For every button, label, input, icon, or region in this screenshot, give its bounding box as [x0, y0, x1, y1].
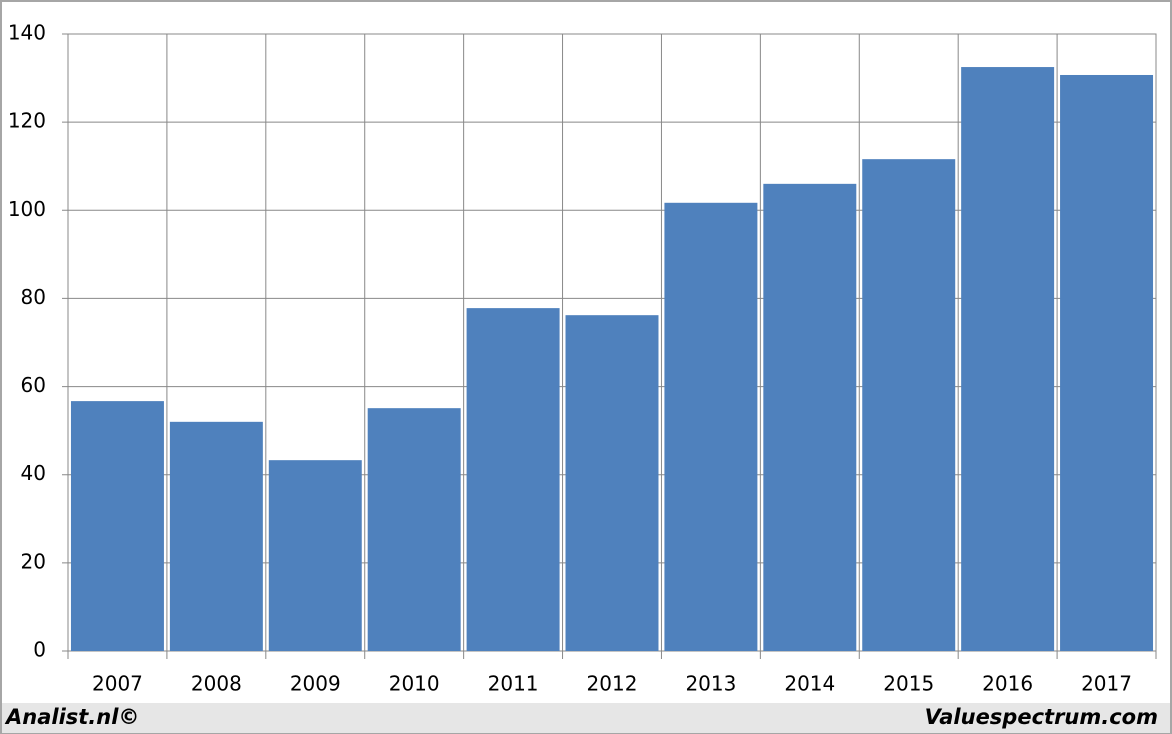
bar [70, 401, 164, 651]
x-tick-label: 2013 [685, 672, 736, 696]
bar [466, 308, 560, 651]
bar [565, 315, 659, 651]
x-tick-label: 2010 [389, 672, 440, 696]
bar [664, 202, 758, 651]
x-tick-label: 2008 [191, 672, 242, 696]
y-tick-label: 140 [8, 21, 46, 45]
x-tick-label: 2009 [290, 672, 341, 696]
y-tick-label: 40 [21, 461, 46, 485]
y-tick-label: 120 [8, 109, 46, 133]
x-tick-label: 2007 [92, 672, 143, 696]
y-tick-label: 20 [21, 549, 46, 573]
x-tick-label: 2011 [488, 672, 539, 696]
y-tick-label: 0 [33, 638, 46, 662]
y-tick-label: 60 [21, 373, 46, 397]
bar [1060, 74, 1154, 651]
credit: Valuespectrum.com [925, 705, 1158, 729]
source: Analist.nl© [4, 705, 139, 729]
bar [862, 159, 956, 652]
footer-strip [2, 703, 1170, 733]
x-tick-label: 2015 [883, 672, 934, 696]
bar [268, 460, 362, 651]
x-tick-label: 2012 [587, 672, 638, 696]
x-tick-label: 2017 [1081, 672, 1132, 696]
x-tick-label: 2014 [784, 672, 835, 696]
bar [367, 408, 461, 651]
y-tick-label: 100 [8, 197, 46, 221]
bar [961, 67, 1055, 651]
bar [169, 421, 263, 651]
bar [763, 183, 857, 652]
y-tick-label: 80 [21, 285, 46, 309]
x-tick-label: 2016 [982, 672, 1033, 696]
